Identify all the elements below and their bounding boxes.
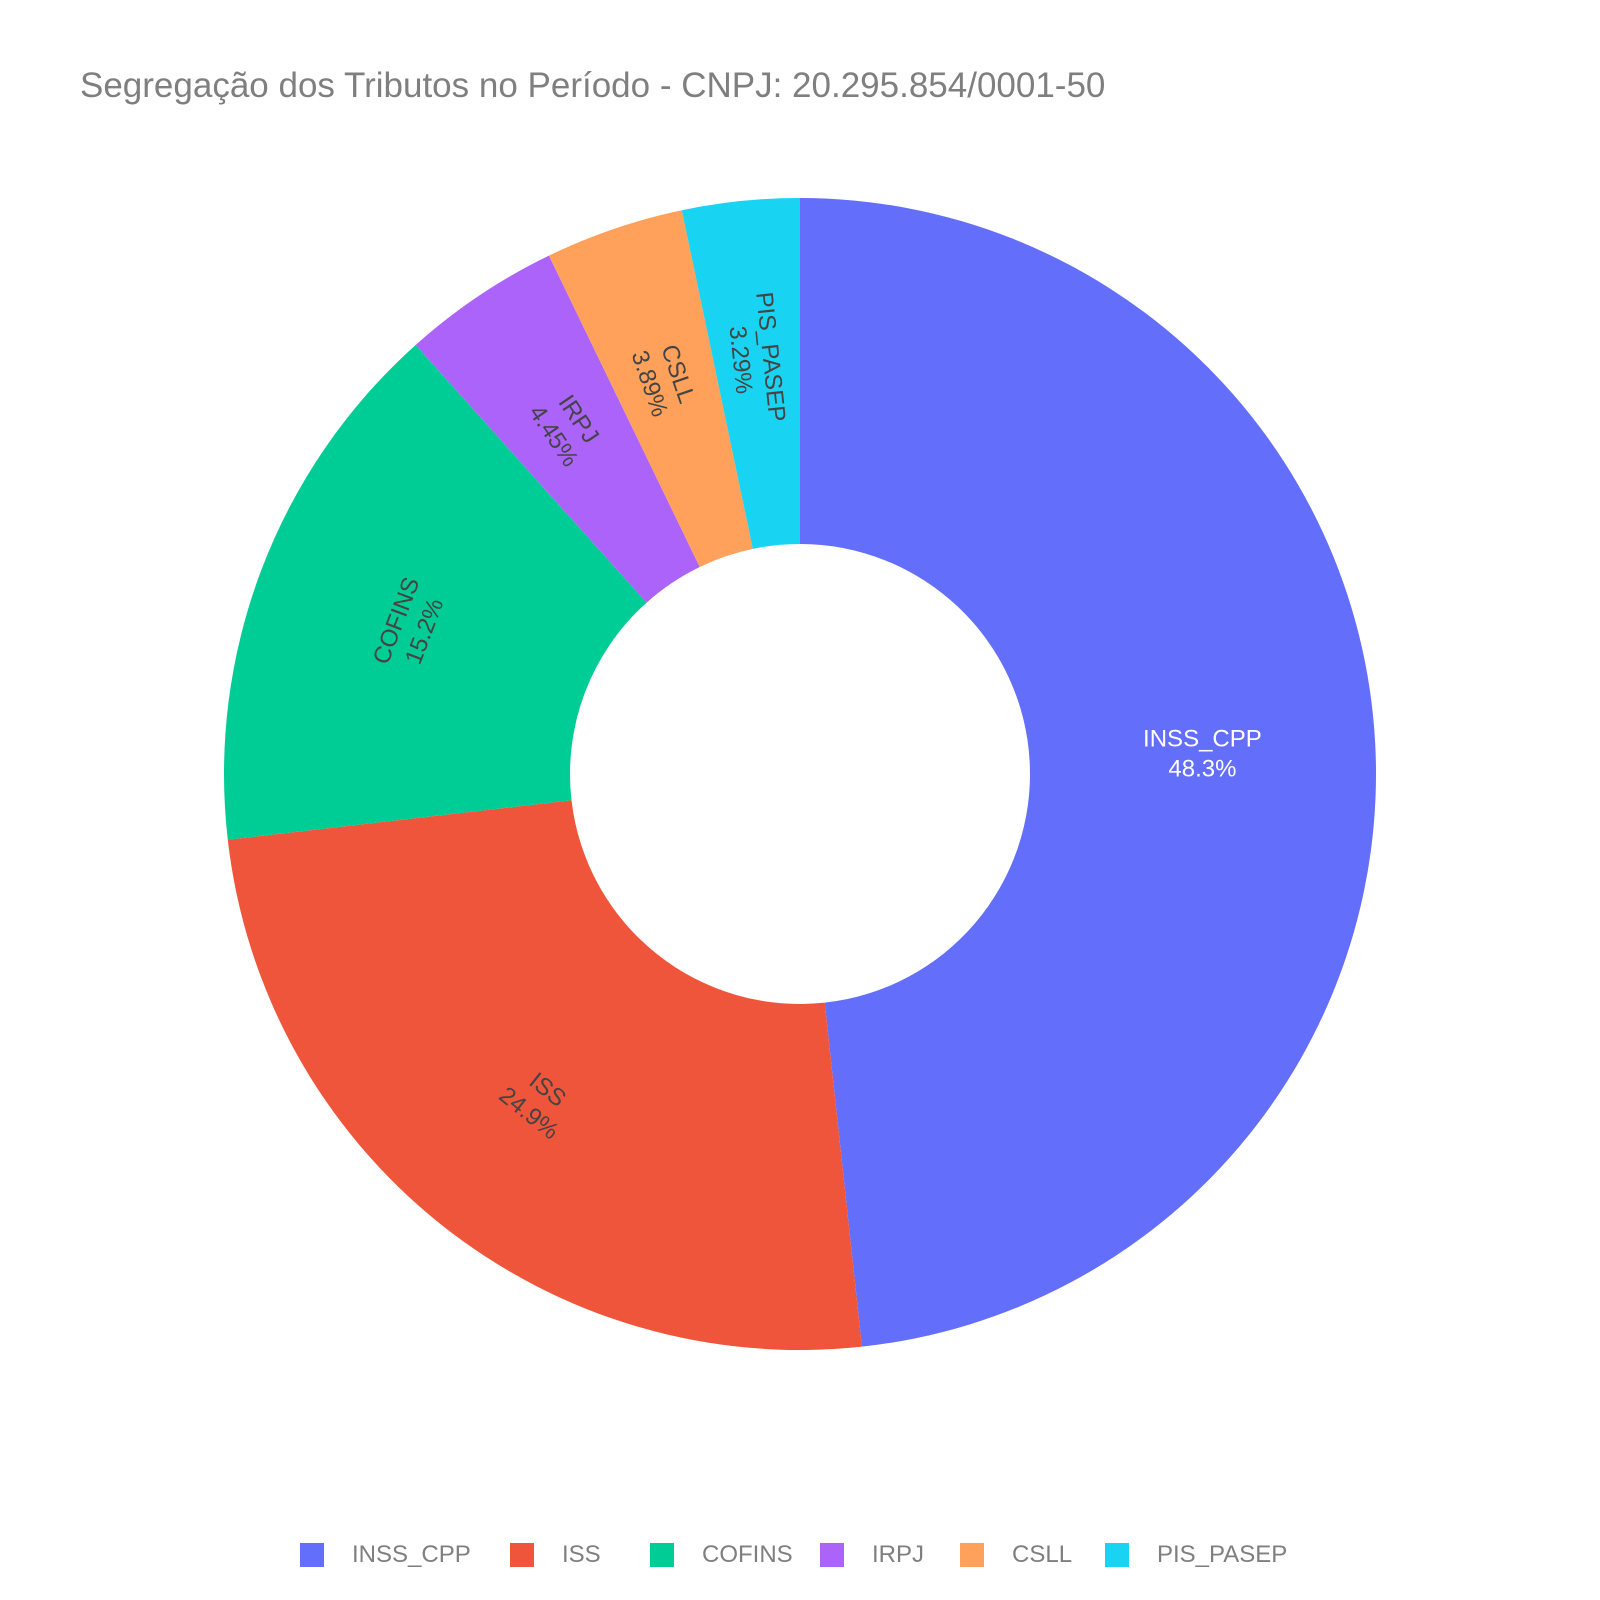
legend-swatch: [1105, 1543, 1129, 1567]
legend: INSS_CPP ISS COFINS IRPJ CSLL PIS_PASEP: [0, 1535, 1600, 1575]
legend-item-iss[interactable]: ISS: [510, 1535, 601, 1575]
legend-label: COFINS: [702, 1541, 793, 1568]
slice-iss[interactable]: [227, 800, 862, 1350]
legend-swatch: [960, 1543, 984, 1567]
slice-irpj[interactable]: [415, 255, 700, 603]
legend-item-cofins[interactable]: COFINS: [650, 1535, 793, 1575]
legend-item-csll[interactable]: CSLL: [960, 1535, 1072, 1575]
chart-title: Segregação dos Tributos no Período - CNP…: [80, 66, 1106, 105]
legend-label: IRPJ: [872, 1541, 925, 1568]
legend-item-inss-cpp[interactable]: INSS_CPP: [300, 1535, 471, 1575]
slice-csll[interactable]: [548, 210, 753, 567]
legend-swatch: [820, 1543, 844, 1567]
legend-item-pis-pasep[interactable]: PIS_PASEP: [1105, 1535, 1287, 1575]
legend-label: PIS_PASEP: [1157, 1541, 1288, 1568]
legend-label: INSS_CPP: [352, 1541, 471, 1568]
legend-label: CSLL: [1012, 1541, 1073, 1568]
slice-percent-text: 48.3%: [1168, 755, 1236, 782]
slice-cofins[interactable]: [223, 344, 647, 840]
legend-swatch: [300, 1543, 324, 1567]
legend-swatch: [510, 1543, 534, 1567]
legend-swatch: [650, 1543, 674, 1567]
legend-item-irpj[interactable]: IRPJ: [820, 1535, 924, 1575]
slice-label-inss-cpp: INSS_CPP 48.3%: [1143, 725, 1262, 782]
slice-pis-pasep[interactable]: [681, 198, 800, 549]
legend-label: ISS: [562, 1541, 601, 1568]
slice-name-text: INSS_CPP: [1143, 725, 1262, 752]
slices-group: [223, 198, 1376, 1350]
slice-inss-cpp[interactable]: [800, 198, 1376, 1347]
